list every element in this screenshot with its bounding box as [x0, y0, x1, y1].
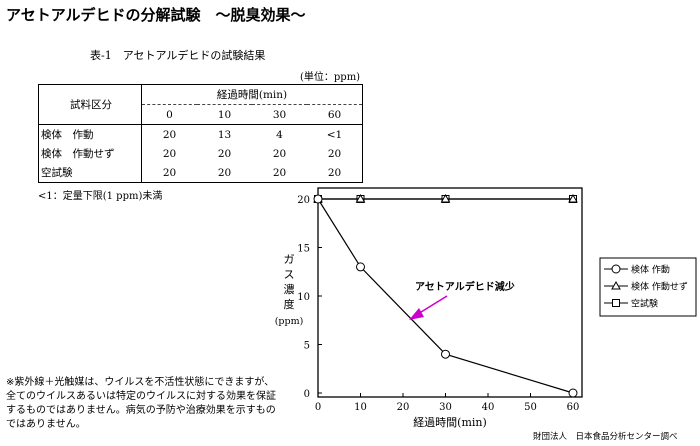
table-unit: (単位：ppm) — [300, 72, 361, 83]
x-tick-label: 10 — [354, 402, 367, 413]
data-point — [568, 388, 578, 398]
plot-frame — [317, 187, 583, 398]
x-tick-label: 20 — [397, 402, 410, 413]
data-point — [356, 262, 365, 272]
disclaimer-note: ※紫外線＋光触媒は、ウイルスを不活性状態にできますが、全てのウイルスあるいは特定… — [6, 377, 276, 430]
row-header: 試料区分 — [38, 84, 142, 125]
table-cell: 20 — [272, 147, 287, 160]
annotation-label: アセトアルデヒド減少 — [415, 280, 515, 293]
col-header: 0 — [141, 104, 197, 125]
table-cell: 20 — [252, 163, 307, 183]
data-point — [568, 193, 578, 203]
legend-marker — [611, 280, 621, 290]
page-title: アセトアルデヒドの分解試験 ～脱臭効果～ — [6, 6, 306, 24]
legend-label: 検体 作動 — [631, 264, 670, 276]
table-cell: 20 — [217, 147, 232, 160]
legend-label: 空試験 — [631, 298, 658, 310]
data-point — [441, 349, 450, 359]
col-header: 60 — [307, 104, 363, 125]
data-point — [440, 193, 451, 203]
table-cell: 4 — [276, 128, 283, 141]
table-cell: 20 — [307, 144, 363, 163]
y-axis-label: ガス濃度(ppm) — [275, 253, 304, 327]
x-tick-label: 40 — [482, 402, 495, 413]
table-row: 検体 作動 20 13 4 <1 — [38, 124, 363, 144]
x-tick-label: 0 — [315, 402, 321, 413]
results-table: 試料区分 経過時間(min) 0 10 30 60 検体 作動 20 13 4 … — [38, 84, 363, 183]
row-label: 空試験 — [38, 163, 142, 183]
x-tick-label: 50 — [524, 402, 537, 413]
y-tick-label: 20 — [297, 195, 310, 206]
table-row: 検体 作動せず 20 20 20 20 — [38, 144, 363, 163]
row-label: 検体 作動せず — [38, 144, 142, 163]
data-point — [355, 193, 366, 203]
col-group-header: 経過時間(min) — [141, 84, 363, 105]
legend-label: 検体 作動せず — [631, 281, 688, 293]
table-cell: <1 — [307, 124, 363, 144]
col-header: 30 — [252, 104, 307, 125]
x-tick-label: 30 — [439, 402, 452, 413]
table-cell: 20 — [307, 163, 363, 183]
y-tick-label: 0 — [304, 389, 310, 400]
table-caption: 表-1 アセトアルデヒドの試験結果 — [90, 49, 266, 62]
col-header: 10 — [197, 104, 252, 125]
y-tick-label: 15 — [297, 244, 310, 255]
x-axis-label: 経過時間(min) — [413, 416, 487, 429]
table-cell: 20 — [197, 163, 252, 183]
table-cell: 20 — [141, 163, 197, 183]
source-credit: 財団法人 日本食品分析センター調べ — [533, 432, 678, 442]
y-tick-label: 5 — [304, 341, 310, 352]
table-row: 空試験 20 20 20 20 — [38, 163, 363, 183]
table-footnote: <1：定量下限(1 ppm)未満 — [38, 191, 163, 202]
arrow-head — [409, 308, 424, 320]
y-tick-label: 10 — [297, 292, 310, 303]
table-cell: 20 — [162, 147, 177, 160]
series-line — [317, 198, 574, 394]
row-label: 検体 作動 — [38, 124, 142, 144]
data-point — [313, 194, 323, 204]
table-cell: 13 — [217, 128, 232, 141]
legend-marker — [611, 264, 621, 274]
table-cell: 20 — [162, 128, 177, 141]
x-tick-label: 60 — [567, 402, 580, 413]
legend-marker — [612, 299, 620, 307]
